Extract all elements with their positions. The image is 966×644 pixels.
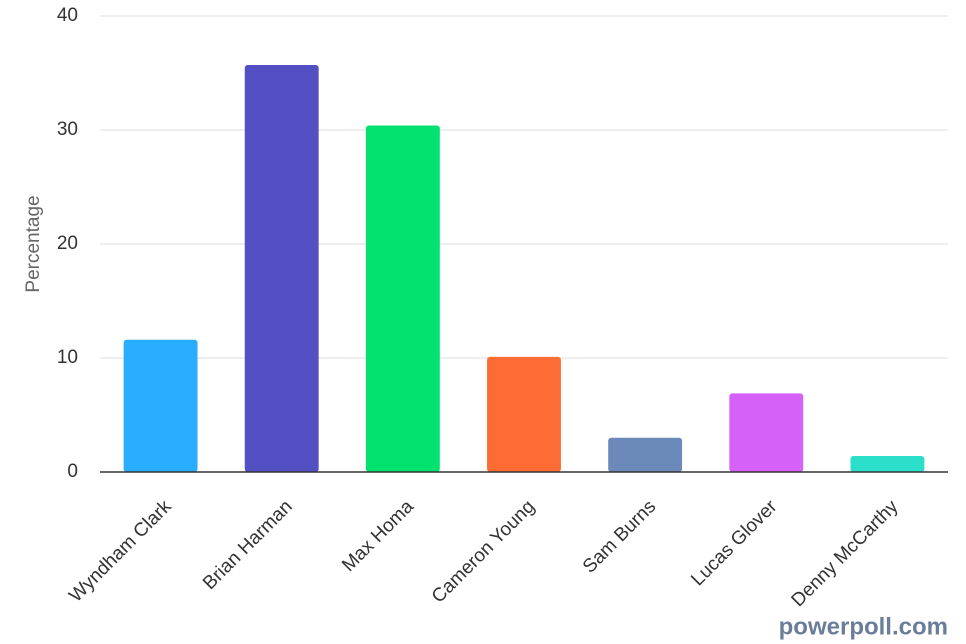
bar: [729, 393, 804, 472]
bar: [850, 456, 925, 472]
bar: [608, 437, 683, 472]
y-axis-label: Percentage: [23, 195, 44, 292]
y-tick-label: 0: [67, 461, 78, 482]
y-tick-label: 40: [57, 5, 78, 26]
bar: [487, 356, 561, 472]
x-tick-label: Lucas Glover: [687, 496, 781, 590]
y-tick-label: 20: [57, 233, 78, 254]
x-tick-label: Cameron Young: [428, 496, 539, 607]
bar: [365, 125, 440, 472]
y-tick-label: 30: [57, 119, 78, 140]
bar: [244, 65, 319, 473]
x-tick-label: Sam Burns: [579, 496, 660, 577]
y-tick-label: 10: [57, 347, 78, 368]
x-tick-label: Max Homa: [338, 496, 418, 576]
x-tick-label: Brian Harman: [199, 496, 297, 594]
watermark: powerpoll.com: [779, 613, 948, 640]
x-tick-label: Wyndham Clark: [65, 496, 176, 607]
bar: [123, 339, 198, 472]
x-tick-label: Denny McCarthy: [788, 496, 903, 611]
